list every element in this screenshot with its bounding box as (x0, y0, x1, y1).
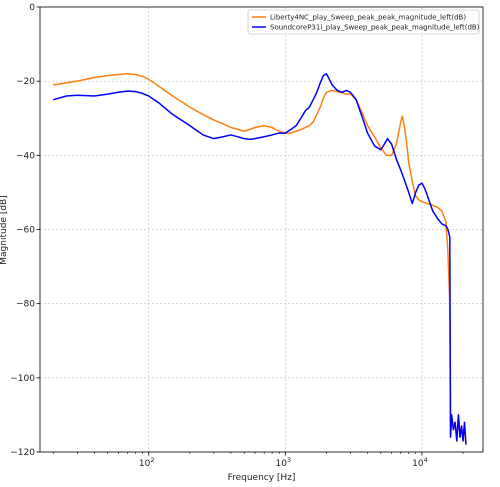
y-tick-label: −80 (16, 300, 35, 310)
series-line-1 (53, 73, 467, 445)
x-tick-label: 104 (412, 456, 428, 469)
legend-label-liberty: Liberty4NC_play_Sweep_peak_peak_magnitud… (270, 14, 466, 22)
y-tick-label: 0 (29, 3, 35, 13)
legend-box (247, 9, 480, 35)
x-tick-label: 103 (276, 456, 292, 469)
x-axis-label: Frequency [Hz] (228, 473, 296, 483)
y-tick-label: −40 (16, 151, 35, 161)
y-tick-label: −100 (10, 374, 35, 384)
y-tick-label: −60 (16, 226, 35, 236)
plot-series (53, 73, 467, 445)
y-axis: 0 −20 −40 −60 −80 −100 −120 (10, 3, 40, 458)
legend-label-soundcore: SoundcoreP31i_play_Sweep_peak_peak_magni… (270, 24, 480, 32)
x-axis: 102 103 104 (52, 452, 464, 469)
y-tick-label: −20 (16, 77, 35, 87)
y-axis-label: Magnitude [dB] (0, 195, 9, 264)
y-tick-label: −120 (10, 448, 35, 458)
series-line-0 (53, 73, 467, 445)
legend: Liberty4NC_play_Sweep_peak_peak_magnitud… (247, 9, 480, 35)
x-tick-label: 102 (139, 456, 155, 469)
